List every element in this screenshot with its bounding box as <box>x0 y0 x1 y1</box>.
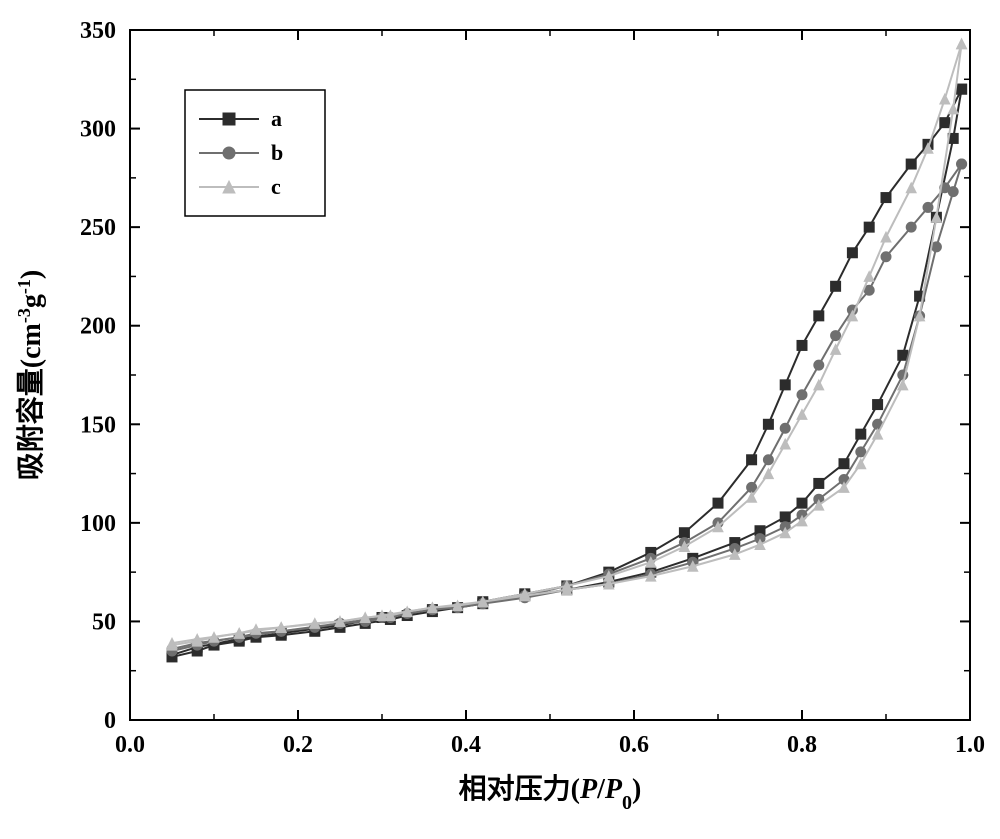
y-tick-label: 150 <box>80 412 116 438</box>
y-tick-label: 350 <box>80 18 116 44</box>
y-tick-label: 300 <box>80 117 116 143</box>
adsorption-isotherm-chart: 0.00.20.40.60.81.0050100150200250300350相… <box>0 0 1000 839</box>
x-tick-label: 0.4 <box>451 732 481 758</box>
y-axis-title: 吸附容量(cm-3g-1) <box>14 270 47 480</box>
legend-label-a: a <box>271 106 282 131</box>
x-tick-label: 1.0 <box>955 732 985 758</box>
y-tick-label: 200 <box>80 314 116 340</box>
x-tick-label: 0.0 <box>115 732 145 758</box>
y-tick-label: 50 <box>92 609 116 635</box>
y-tick-label: 100 <box>80 511 116 537</box>
x-tick-label: 0.2 <box>283 732 313 758</box>
x-tick-label: 0.8 <box>787 732 817 758</box>
chart-svg: 0.00.20.40.60.81.0050100150200250300350相… <box>0 0 1000 839</box>
legend-label-b: b <box>271 140 283 165</box>
x-tick-label: 0.6 <box>619 732 649 758</box>
y-tick-label: 250 <box>80 215 116 241</box>
legend: abc <box>185 90 325 216</box>
legend-label-c: c <box>271 174 281 199</box>
y-tick-label: 0 <box>104 708 116 734</box>
